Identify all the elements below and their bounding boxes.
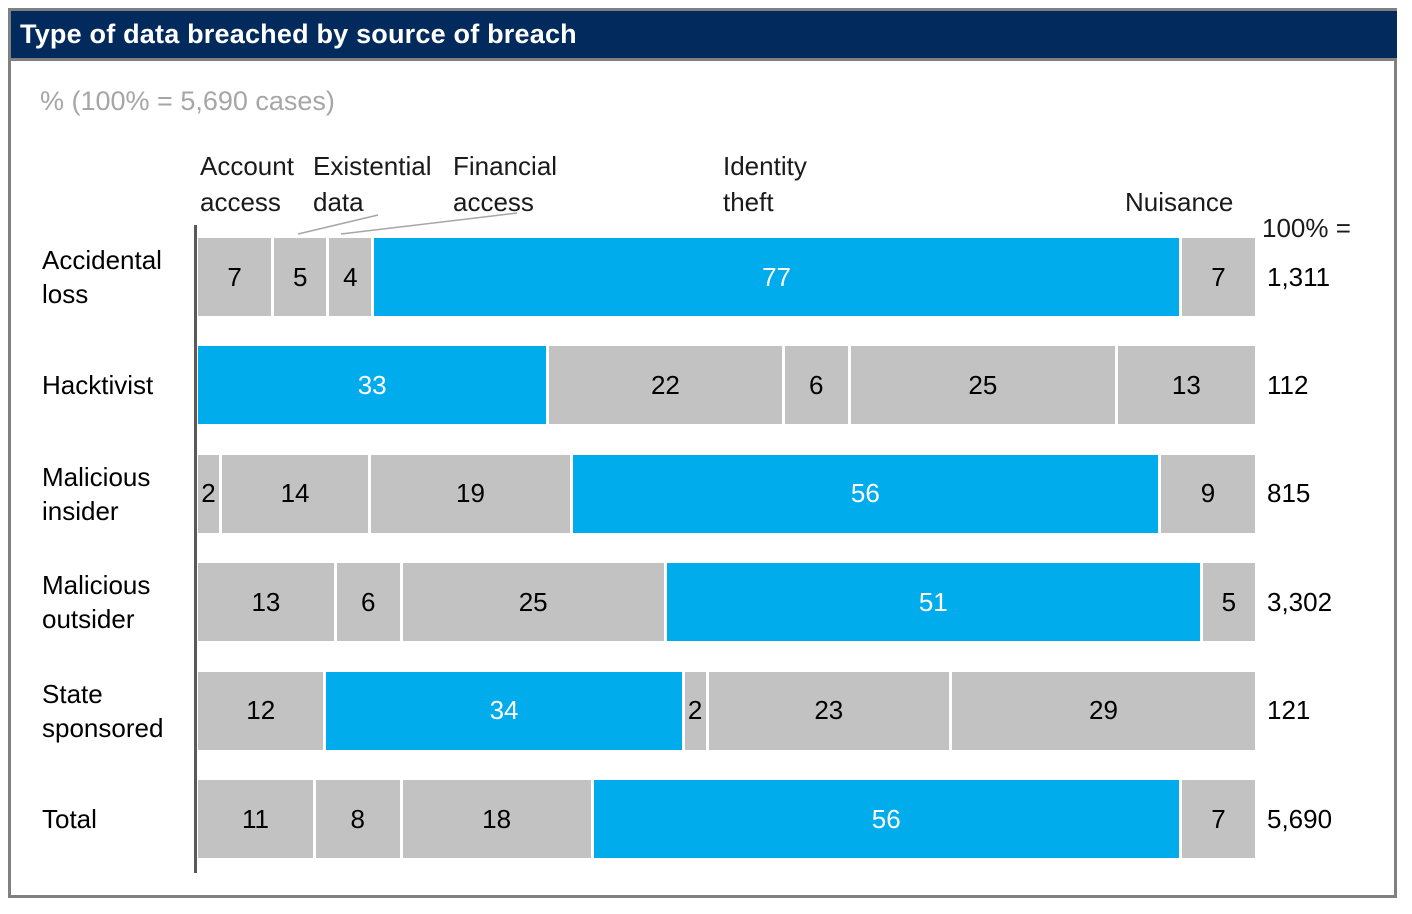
stacked-bar: 12 34 2 23 29 [198,671,1255,750]
row-total: 3,302 [1267,586,1333,617]
segment-value: 7 [1211,261,1226,292]
row-total: 815 [1267,478,1311,509]
segment-value: 34 [489,695,519,726]
segment-value: 25 [518,586,548,617]
chart-title: Type of data breached by source of breac… [20,19,577,49]
row-label: Hacktivist [42,370,154,401]
segment-value: 8 [350,803,365,834]
bar-segment-account-access: 13 [198,563,334,642]
segment-value: 56 [871,803,901,834]
bar-segment-nuisance: 13 [1117,346,1255,425]
chart-title-bar: Type of data breached by source of breac… [11,11,1397,61]
bar-segment-account-access: 12 [198,671,324,750]
bar-segment-identity-theft: 56 [572,454,1158,533]
chart-row-hacktivist: Hacktivist 33 22 6 25 13 112 [0,346,1412,425]
column-header-financial-access: Financial access [453,151,558,217]
bar-segment-financial-access: 6 [784,346,848,425]
segment-value: 6 [808,369,824,400]
chart-row-accidental-loss: Accidental loss 7 5 4 77 7 1,311 [0,238,1412,316]
bar-segment-account-access: 2 [198,454,219,533]
segment-value: 13 [251,586,281,617]
segment-value: 7 [1211,803,1226,834]
row-total: 112 [1267,369,1309,400]
segment-value: 5 [293,261,308,292]
row-total: 5,690 [1267,803,1333,834]
bar-segment-existential-data: 5 [274,238,327,316]
segment-value: 9 [1200,478,1216,509]
bar-segment-nuisance: 7 [1181,238,1256,316]
bar-segment-financial-access: 25 [402,563,664,642]
bar-segment-account-access: 7 [198,238,272,316]
bar-segment-existential-data: 6 [336,563,400,642]
column-header-existential-data: Existential data [313,151,432,217]
segment-value: 14 [280,478,310,509]
bar-segment-account-access: 33 [198,346,547,425]
stacked-bar: 33 22 6 25 13 [198,346,1255,425]
stacked-bar: 2 14 19 56 9 [198,454,1255,533]
row-label: State sponsored [42,678,164,743]
chart-row-state-sponsored: State sponsored 12 34 2 23 29 121 [0,671,1412,750]
segment-value: 56 [850,478,880,509]
segment-value: 13 [1171,369,1201,400]
bar-segment-identity-theft: 56 [593,780,1179,858]
chart-row-malicious-outsider: Malicious outsider 13 6 25 51 5 3,302 [0,563,1412,642]
segment-value: 25 [968,369,998,400]
bar-segment-nuisance: 9 [1160,454,1255,533]
segment-value: 7 [227,261,242,292]
segment-value: 2 [201,478,216,509]
bar-segment-nuisance: 29 [951,671,1255,750]
chart-subtitle: % (100% = 5,690 cases) [40,86,335,116]
segment-value: 33 [357,369,387,400]
bar-segment-existential-data: 34 [326,671,682,750]
bar-segment-financial-access: 19 [371,454,570,533]
segment-value: 6 [360,586,376,617]
bar-segment-identity-theft: 25 [850,346,1115,425]
row-total: 1,311 [1267,261,1331,292]
segment-value: 23 [814,695,844,726]
stacked-bar: 11 8 18 56 7 [198,780,1255,858]
bar-segment-nuisance: 5 [1202,563,1255,642]
segment-value: 77 [762,261,791,292]
bar-segment-nuisance: 7 [1181,780,1255,858]
bar-segment-existential-data: 8 [315,780,400,858]
bar-segment-existential-data: 22 [549,346,782,425]
chart-axis-line [194,225,197,873]
row-label: Malicious outsider [42,570,151,635]
bar-segment-financial-access: 4 [329,238,372,316]
bar-segment-financial-access: 2 [684,671,706,750]
segment-value: 5 [1221,586,1237,617]
bar-segment-identity-theft: 77 [374,238,1179,316]
segment-value: 18 [482,803,512,834]
segment-value: 19 [456,478,485,509]
bar-segment-identity-theft: 51 [666,563,1200,642]
segment-value: 51 [918,586,948,617]
stacked-bar: 7 5 4 77 7 [198,238,1256,316]
bar-segment-existential-data: 14 [221,454,369,533]
segment-value: 12 [246,695,276,726]
stacked-bar: 13 6 25 51 5 [198,563,1255,642]
row-total: 121 [1267,695,1311,726]
segment-value: 29 [1089,695,1118,726]
chart-row-total: Total 11 8 18 56 7 5,690 [0,780,1412,858]
segment-value: 4 [343,261,358,292]
segment-value: 11 [241,803,269,834]
column-header-identity-theft: Identity theft [723,151,807,217]
row-label: Total [42,804,97,834]
totals-column-header: 100% = [1262,213,1351,243]
bar-segment-financial-access: 18 [402,780,591,858]
row-label: Accidental loss [42,245,162,309]
bar-segment-identity-theft: 23 [708,671,949,750]
segment-value: 2 [687,695,703,726]
bar-segment-account-access: 11 [198,780,313,858]
column-header-nuisance: Nuisance [1125,187,1234,217]
column-header-account-access: Account access [200,151,294,217]
row-label: Malicious insider [42,461,151,526]
page-border-frame [8,8,1397,898]
segment-value: 22 [650,369,680,400]
chart-row-malicious-insider: Malicious insider 2 14 19 56 9 815 [0,454,1412,533]
